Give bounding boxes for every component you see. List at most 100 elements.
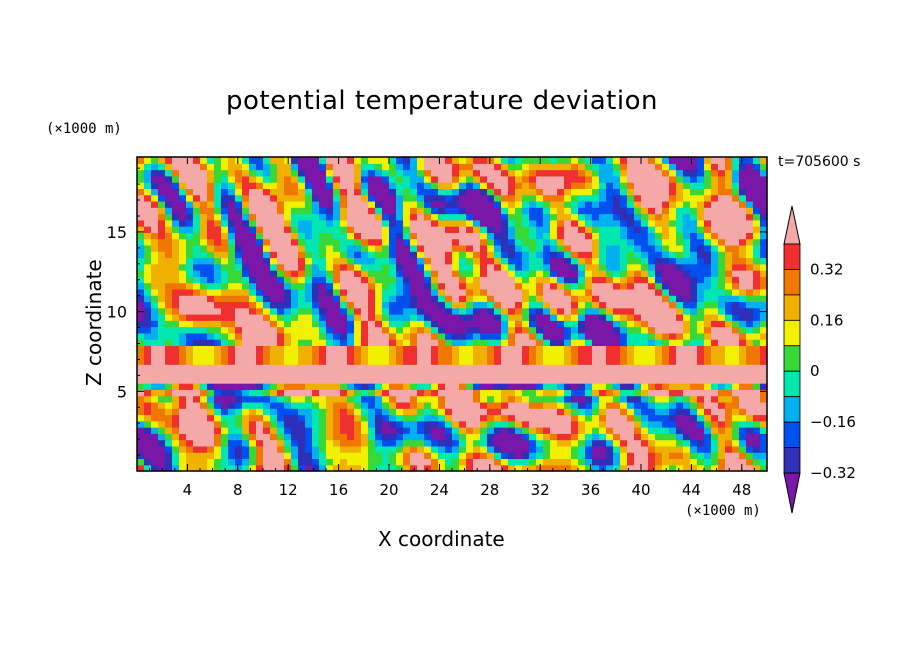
heatmap-cell [396,251,404,259]
heatmap-cell [417,339,425,346]
heatmap-cell [312,163,320,171]
heatmap-cell [361,194,369,202]
heatmap-cell [466,427,474,434]
heatmap-cell [424,188,432,196]
heatmap-cell [697,251,705,259]
heatmap-cell [319,401,327,409]
heatmap-cell [214,194,222,202]
heatmap-cell [655,357,663,365]
heatmap-cell [137,339,145,346]
heatmap-cell [508,182,516,189]
heatmap-cell [494,364,502,372]
heatmap-cell [564,194,572,202]
heatmap-cell [648,232,656,240]
heatmap-cell [739,244,747,252]
heatmap-cell [277,169,285,177]
heatmap-cell [403,188,411,196]
heatmap-cell [662,439,670,447]
heatmap-cell [578,376,586,384]
heatmap-cell [508,232,516,240]
heatmap-cell [529,251,537,259]
heatmap-cell [613,276,621,284]
heatmap-cell [571,257,579,265]
heatmap-cell [690,301,698,309]
heatmap-cell [627,251,635,259]
heatmap-cell [452,276,460,284]
heatmap-cell [655,464,663,472]
heatmap-cell [578,332,586,340]
heatmap-cell [375,339,383,346]
heatmap-cell [228,314,236,321]
heatmap-cell [473,332,481,340]
heatmap-cell [256,364,264,372]
heatmap-cell [200,445,208,453]
heatmap-cell [746,408,754,416]
heatmap-cell [452,295,460,303]
heatmap-cell [445,414,453,422]
heatmap-cell [487,244,495,252]
heatmap-cell [361,257,369,265]
heatmap-cell [669,282,677,290]
heatmap-cell [711,339,719,346]
heatmap-cell [522,200,530,208]
heatmap-cell [214,452,222,460]
heatmap-cell [480,383,488,390]
heatmap-cell [438,376,446,384]
heatmap-cell [424,175,432,183]
heatmap-cell [326,439,334,447]
heatmap-cell [158,389,166,397]
heatmap-cell [676,314,684,321]
heatmap-cell [683,458,691,466]
heatmap-cell [431,364,439,372]
heatmap-cell [165,282,173,290]
heatmap-cell [263,414,271,422]
heatmap-cell [641,270,649,277]
heatmap-cell [361,188,369,196]
heatmap-cell [256,395,264,403]
heatmap-cell [256,163,264,171]
heatmap-cell [725,251,733,259]
heatmap-cell [529,175,537,183]
heatmap-cell [606,163,614,171]
heatmap-cell [543,395,551,403]
heatmap-cell [207,414,215,422]
heatmap-cell [487,376,495,384]
heatmap-cell [676,238,684,246]
heatmap-cell [515,295,523,303]
heatmap-cell [487,232,495,240]
heatmap-cell [193,244,201,252]
heatmap-cell [585,188,593,196]
heatmap-cell [431,251,439,259]
heatmap-cell [459,395,467,403]
heatmap-cell [536,420,544,428]
heatmap-cell [340,307,348,315]
heatmap-cell [158,408,166,416]
heatmap-cell [291,458,299,466]
heatmap-cell [501,314,509,321]
heatmap-cell [270,383,278,390]
heatmap-cell [466,169,474,177]
heatmap-cell [711,182,719,189]
heatmap-cell [256,345,264,353]
heatmap-cell [676,370,684,378]
heatmap-cell [739,307,747,315]
heatmap-cell [270,351,278,359]
heatmap-cell [739,288,747,296]
heatmap-cell [718,169,726,177]
heatmap-cell [214,420,222,428]
heatmap-cell [396,345,404,353]
heatmap-cell [620,301,628,309]
heatmap-cell [326,357,334,365]
heatmap-cell [739,408,747,416]
heatmap-cell [340,169,348,177]
heatmap-cell [501,175,509,183]
heatmap-cell [291,445,299,453]
heatmap-cell [557,370,565,378]
heatmap-cell [634,295,642,303]
heatmap-cell [179,295,187,303]
heatmap-cell [732,420,740,428]
heatmap-cell [144,232,152,240]
heatmap-cell [235,232,243,240]
heatmap-cell [697,182,705,189]
heatmap-cell [452,351,460,359]
